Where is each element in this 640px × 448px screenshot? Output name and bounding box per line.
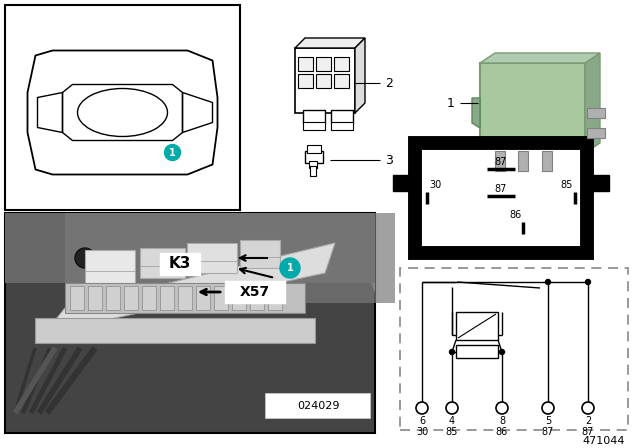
Circle shape: [164, 145, 180, 160]
Bar: [309, 161, 317, 168]
Text: 8: 8: [499, 416, 505, 426]
Bar: [142, 286, 156, 310]
Text: 2: 2: [585, 416, 591, 426]
Circle shape: [280, 258, 300, 278]
Text: 87: 87: [495, 157, 507, 167]
Bar: [316, 57, 331, 71]
Bar: [187, 243, 237, 273]
Bar: [268, 286, 282, 310]
Polygon shape: [295, 38, 365, 48]
Bar: [587, 108, 605, 118]
Bar: [85, 250, 135, 285]
Bar: [106, 286, 120, 310]
Text: 87: 87: [582, 427, 594, 437]
Bar: [65, 213, 395, 303]
Bar: [160, 286, 174, 310]
Circle shape: [446, 402, 458, 414]
Circle shape: [103, 251, 117, 265]
Text: 6: 6: [419, 416, 425, 426]
Bar: [240, 240, 280, 268]
Bar: [250, 286, 264, 310]
Bar: [5, 5, 240, 210]
Text: 1: 1: [287, 263, 293, 273]
Bar: [140, 248, 185, 278]
Circle shape: [496, 402, 508, 414]
Bar: [160, 253, 200, 275]
Polygon shape: [45, 243, 335, 333]
Bar: [65, 283, 305, 313]
Bar: [178, 286, 192, 310]
Text: 86: 86: [509, 210, 521, 220]
Bar: [35, 318, 315, 343]
Bar: [298, 57, 313, 71]
Bar: [393, 175, 415, 191]
Bar: [305, 151, 323, 163]
Bar: [316, 74, 331, 88]
Bar: [400, 268, 628, 430]
Bar: [124, 286, 138, 310]
Text: 1: 1: [447, 96, 455, 109]
Text: 87: 87: [495, 184, 507, 194]
Bar: [303, 110, 325, 123]
Text: 024029: 024029: [297, 401, 339, 411]
Bar: [587, 175, 609, 191]
Bar: [310, 166, 316, 176]
Bar: [456, 345, 498, 358]
Bar: [298, 74, 313, 88]
Bar: [587, 128, 605, 138]
Circle shape: [545, 280, 550, 284]
Bar: [225, 281, 285, 303]
Text: 30: 30: [429, 180, 441, 190]
Text: 85: 85: [561, 180, 573, 190]
Text: 85: 85: [446, 427, 458, 437]
Bar: [214, 286, 228, 310]
Bar: [196, 286, 210, 310]
Circle shape: [586, 280, 591, 284]
Text: 471044: 471044: [582, 436, 625, 446]
Bar: [334, 74, 349, 88]
Bar: [542, 151, 552, 171]
Text: X57: X57: [240, 285, 270, 299]
Polygon shape: [295, 213, 375, 293]
Bar: [70, 286, 84, 310]
Bar: [400, 268, 628, 430]
Text: 2: 2: [385, 77, 393, 90]
Bar: [265, 393, 370, 418]
Polygon shape: [480, 53, 600, 63]
Text: 5: 5: [545, 416, 551, 426]
Bar: [480, 63, 585, 153]
Bar: [307, 145, 321, 153]
Bar: [303, 122, 325, 130]
Circle shape: [542, 402, 554, 414]
Bar: [232, 286, 246, 310]
Polygon shape: [355, 38, 365, 113]
Bar: [88, 286, 102, 310]
Text: 3: 3: [385, 154, 393, 167]
Bar: [456, 312, 498, 340]
Polygon shape: [585, 53, 600, 153]
Bar: [331, 110, 353, 123]
Bar: [495, 151, 505, 171]
Circle shape: [499, 349, 504, 354]
Bar: [518, 151, 528, 171]
Bar: [415, 143, 587, 253]
Text: 30: 30: [416, 427, 428, 437]
Polygon shape: [472, 98, 480, 128]
Bar: [334, 57, 349, 71]
Circle shape: [449, 349, 454, 354]
Bar: [295, 48, 355, 113]
Bar: [5, 213, 375, 283]
Text: 86: 86: [496, 427, 508, 437]
Circle shape: [75, 248, 95, 268]
Text: 4: 4: [449, 416, 455, 426]
Circle shape: [416, 402, 428, 414]
Text: K3: K3: [169, 257, 191, 271]
Bar: [5, 213, 375, 433]
Bar: [331, 122, 353, 130]
Text: 1: 1: [169, 147, 176, 158]
Text: 87: 87: [542, 427, 554, 437]
Circle shape: [582, 402, 594, 414]
